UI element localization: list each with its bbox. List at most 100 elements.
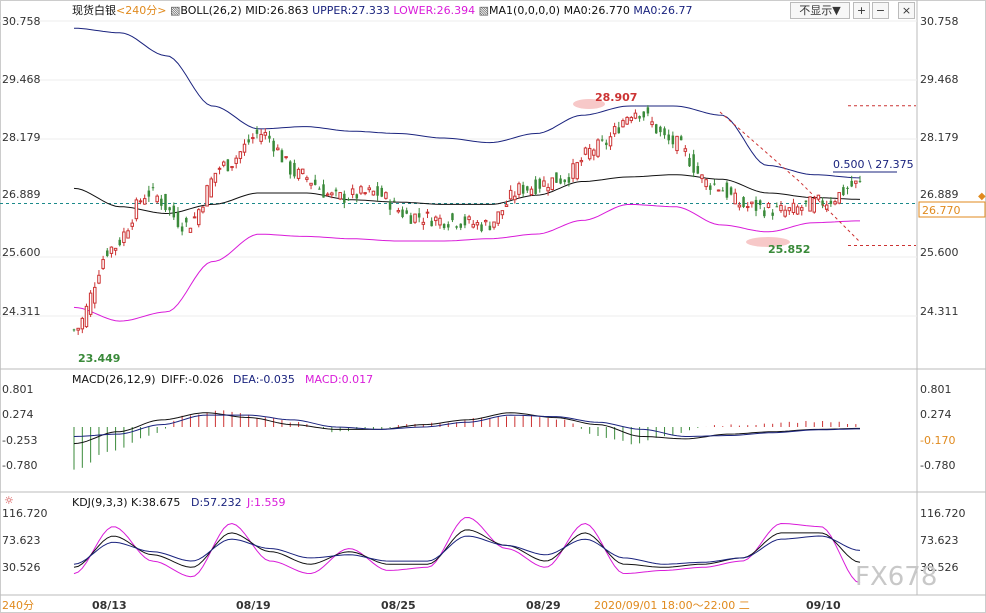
candle-body: [160, 198, 163, 206]
period-selector[interactable]: <240分>: [116, 4, 167, 17]
kdj-j-value: J:1.559: [246, 496, 285, 509]
candle-body: [118, 239, 121, 246]
candle-body: [583, 147, 588, 155]
candle-body: [101, 259, 105, 269]
add-indicator-button[interactable]: +: [853, 2, 870, 19]
candle-body: [667, 134, 670, 141]
candle-body: [517, 183, 521, 195]
candle-body: [608, 136, 613, 147]
candle-body: [380, 187, 383, 197]
candle-body: [263, 131, 268, 136]
candle-body: [534, 179, 537, 194]
candle-body: [804, 200, 808, 203]
x-axis-date-3: 08/25: [381, 599, 416, 612]
candle-body: [230, 165, 234, 169]
candle-body: [417, 213, 421, 218]
hide-indicator-dropdown[interactable]: 不显示▼: [790, 2, 850, 19]
candle-body: [638, 116, 641, 119]
candle-body: [138, 200, 143, 203]
candle-body: [858, 180, 862, 182]
kdj-y-tick-3: 30.526: [920, 561, 959, 574]
candle-body: [504, 204, 509, 208]
candle-body: [688, 157, 691, 167]
candle-body: [106, 250, 109, 256]
macd-title: MACD(26,12,9): [72, 373, 156, 386]
close-panel-button[interactable]: ×: [898, 2, 915, 19]
kdj-panel: [73, 516, 861, 584]
macd-dea-line: [73, 414, 860, 437]
candle-body: [555, 172, 558, 183]
candle-body: [455, 226, 458, 228]
main-y-tick-2: 29.468: [920, 73, 959, 86]
candle-body: [168, 207, 171, 211]
candle-body: [338, 192, 342, 200]
candle-body: [621, 120, 625, 128]
remove-indicator-button[interactable]: −: [872, 2, 889, 19]
candle-body: [451, 213, 454, 221]
candle-body: [226, 159, 230, 172]
macd-histogram-value: MACD:0.017: [305, 373, 373, 386]
boll-title: BOLL(26,2): [180, 4, 242, 17]
main-y-tick-left-5: 25.600: [2, 246, 41, 259]
candle-body: [309, 182, 313, 186]
candle-body: [617, 127, 621, 134]
candle-body: [251, 137, 255, 140]
candle-body: [172, 205, 176, 218]
candle-body: [405, 210, 408, 214]
watermark: FX678: [855, 562, 937, 592]
instrument-name: 现货白银: [72, 4, 116, 17]
boll-lower-value: LOWER:26.394: [393, 4, 476, 17]
candle-body: [766, 203, 771, 208]
candle-body: [80, 317, 85, 330]
main-y-tick-1: 30.758: [920, 15, 959, 28]
candle-body: [367, 187, 372, 191]
candle-body: [592, 149, 596, 156]
candle-body: [384, 192, 388, 199]
macd-panel: [73, 410, 860, 470]
candle-body: [579, 159, 584, 163]
candle-body: [488, 225, 492, 231]
candle-body: [625, 116, 629, 125]
candle-body: [763, 210, 766, 217]
kdj-d-value: D:57.232: [191, 496, 242, 509]
candle-body: [272, 140, 275, 152]
ma0-short-value: MA0:26.77: [633, 4, 693, 17]
candle-body: [247, 139, 250, 143]
candle-body: [808, 196, 812, 212]
candle-body: [633, 112, 638, 119]
candle-body: [330, 192, 334, 196]
kdj-y-tick-left-2: 73.623: [2, 534, 41, 547]
candle-body: [521, 184, 525, 194]
kdj-title: KDJ(9,3,3): [72, 496, 128, 509]
candle-body: [300, 168, 305, 175]
x-axis-period-label[interactable]: 240分: [2, 599, 34, 612]
main-y-tick-left-4: 26.889: [2, 188, 41, 201]
candle-body: [221, 161, 226, 166]
candle-body: [363, 192, 367, 195]
candle-body: [475, 222, 480, 226]
candle-body: [692, 154, 695, 173]
boll-upper-line: [73, 27, 861, 179]
candle-body: [571, 163, 575, 179]
candle-body: [833, 201, 837, 205]
boll-icon: ▧: [169, 4, 181, 17]
candle-body: [188, 227, 193, 233]
main-y-tick-5: 25.600: [920, 246, 959, 259]
candle-body: [850, 180, 853, 187]
kdj-settings-icon[interactable]: ☼: [4, 494, 14, 507]
candle-body: [742, 197, 745, 208]
candle-body: [721, 190, 725, 192]
candle-body: [779, 204, 783, 212]
candle-body: [529, 188, 534, 196]
boll-mid-value: MID:26.863: [245, 4, 309, 17]
candle-body: [313, 179, 317, 185]
macd-y-tick-left-1: 0.801: [2, 383, 34, 396]
candle-body: [409, 215, 413, 224]
candle-body: [355, 194, 359, 199]
candle-body: [816, 194, 821, 200]
current-price-label: 26.770: [922, 204, 961, 217]
candle-body: [600, 139, 604, 141]
main-y-tick-4: 26.889: [920, 188, 959, 201]
candle-body: [642, 111, 645, 118]
